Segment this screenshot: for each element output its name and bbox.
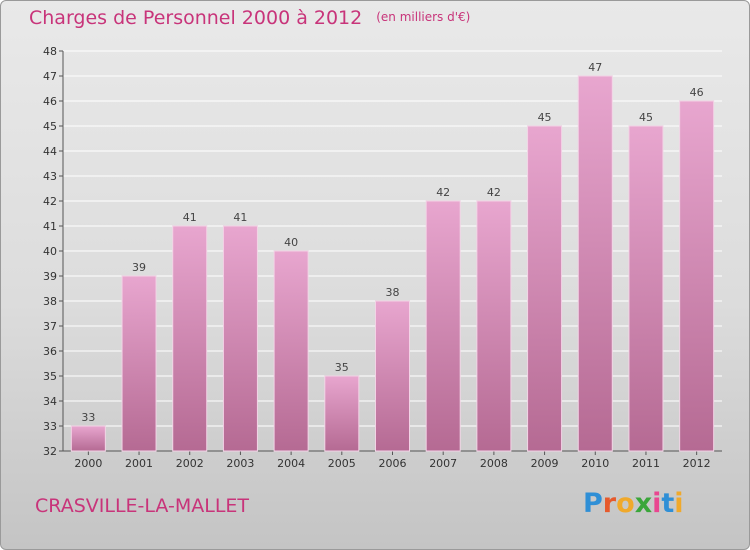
logo-letter: x [634,488,653,519]
y-tick-label: 35 [43,370,57,383]
bar [425,200,461,452]
y-tick-label: 42 [43,195,57,208]
chart-title: Charges de Personnel 2000 à 2012 (en mill… [29,7,470,29]
bar-value-label: 45 [538,111,552,124]
bar-value-label: 33 [81,411,95,424]
bars [70,75,715,452]
y-tick-label: 37 [43,320,57,333]
y-tick-label: 41 [43,220,57,233]
bar [679,100,715,452]
bar [577,75,613,452]
x-tick-label: 2011 [632,457,660,470]
y-tick-label: 34 [43,395,57,408]
bar [222,225,258,452]
y-tick-label: 32 [43,445,57,458]
bar [324,375,360,452]
y-tick-label: 43 [43,170,57,183]
bar-value-label: 47 [588,61,602,74]
y-tick-label: 48 [43,45,57,58]
bar [121,275,157,452]
bar-value-label: 45 [639,111,653,124]
logo-letter: o [616,488,635,519]
bar [628,125,664,452]
bar-value-label: 35 [335,361,349,374]
x-tick-label: 2003 [226,457,254,470]
y-tick-label: 45 [43,120,57,133]
bar [527,125,563,452]
x-tick-label: 2006 [379,457,407,470]
x-tick-label: 2012 [683,457,711,470]
bar-value-label: 42 [436,186,450,199]
x-tick-label: 2004 [277,457,305,470]
bar [172,225,208,452]
chart-title-text: Charges de Personnel 2000 à 2012 [29,7,363,29]
y-tick-label: 47 [43,70,57,83]
x-tick-label: 2008 [480,457,508,470]
y-tick-label: 33 [43,420,57,433]
x-tick-label: 2001 [125,457,153,470]
bar-value-label: 38 [386,286,400,299]
logo-letter: t [661,488,675,519]
chart-subtitle: (en milliers d'€) [376,10,471,24]
commune-name: CRASVILLE-LA-MALLET [35,495,250,517]
bar [273,250,309,452]
labels: 33 39 41 41 40 35 38 42 42 45 47 45 46 [81,61,703,424]
x-tick-label: 2002 [176,457,204,470]
bar-value-label: 42 [487,186,501,199]
bar [375,300,410,452]
logo-letter: i [674,488,684,519]
y-tick-label: 39 [43,270,57,283]
logo-letter: P [583,488,603,519]
bar-value-label: 40 [284,236,298,249]
bar [70,425,106,452]
x-tick-label: 2007 [429,457,457,470]
bar-value-label: 41 [183,211,197,224]
logo-letter: r [602,488,617,519]
bar-value-label: 39 [132,261,146,274]
x-tick-label: 2009 [531,457,559,470]
bar-value-label: 46 [690,86,704,99]
axes: 32 33 34 35 36 37 38 39 40 41 42 43 44 45 46 47 48 2000 20… [43,45,722,470]
x-tick-label: 2010 [581,457,609,470]
y-tick-label: 36 [43,345,57,358]
logo-letter: i [652,488,662,519]
x-tick-label: 2005 [328,457,356,470]
y-tick-label: 44 [43,145,57,158]
bar-value-label: 41 [233,211,247,224]
y-tick-label: 40 [43,245,57,258]
y-tick-label: 38 [43,295,57,308]
y-tick-label: 46 [43,95,57,108]
proxiti-logo[interactable]: Proxiti [583,488,684,519]
bar [476,200,512,452]
x-tick-label: 2000 [74,457,102,470]
